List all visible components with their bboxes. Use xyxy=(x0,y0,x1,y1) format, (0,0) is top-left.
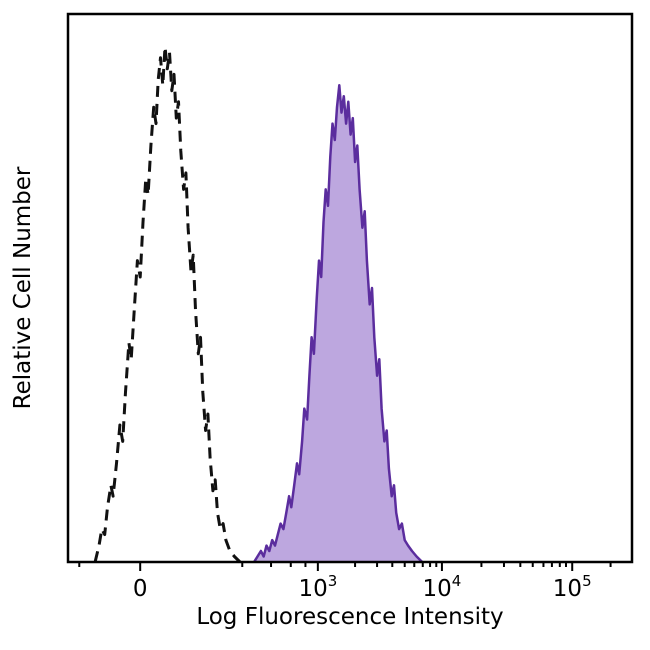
x-tick-label: 105 xyxy=(553,572,592,602)
histogram-outline-filled_purple_stained xyxy=(253,83,424,563)
histogram-curves xyxy=(93,45,424,564)
x-axis-ticks: 0 103 104 105 xyxy=(78,562,612,602)
x-tick-label: 104 xyxy=(423,572,462,602)
y-axis-label: Relative Cell Number xyxy=(10,166,36,409)
histogram-outline-dashed_black_control xyxy=(93,45,242,564)
x-tick-label: 103 xyxy=(298,572,337,602)
x-tick-label: 0 xyxy=(133,576,148,602)
plot-frame xyxy=(66,12,634,564)
histogram-fill-filled_purple_stained xyxy=(254,85,423,562)
x-axis-label: Log Fluorescence Intensity xyxy=(196,604,503,630)
